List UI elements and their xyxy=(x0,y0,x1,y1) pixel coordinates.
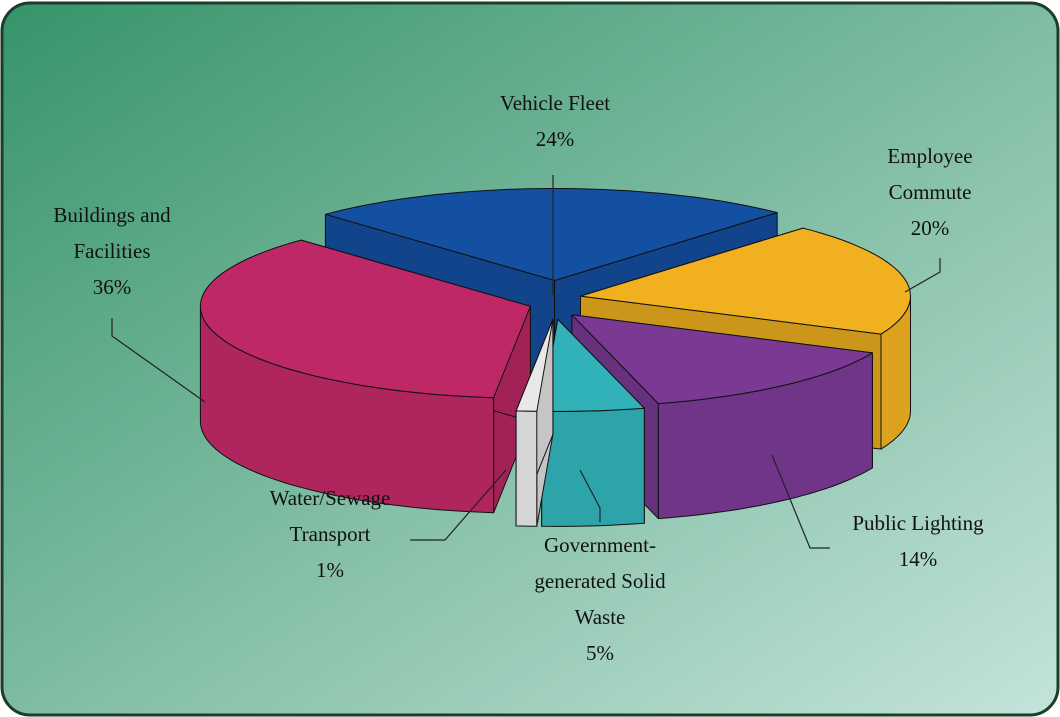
slice-top xyxy=(580,227,911,335)
category-label: Buildings and Facilities xyxy=(53,203,171,263)
labels: Vehicle Fleet 24% Employee Commute 20% Public… xyxy=(53,91,984,665)
category-label: Water/Sewage Transport xyxy=(270,486,391,546)
value-label: 14% xyxy=(899,547,938,571)
leader-line xyxy=(410,469,507,541)
leader-line xyxy=(111,318,206,403)
slice-top xyxy=(515,318,554,412)
value-label: 24% xyxy=(536,127,575,151)
leader-line xyxy=(904,258,941,293)
leader-line xyxy=(579,469,601,522)
slice-wall xyxy=(515,410,538,527)
value-label: 36% xyxy=(93,275,132,299)
value-label: 1% xyxy=(316,558,344,582)
category-label: Government-generated Solid Waste xyxy=(534,533,666,629)
category-label: Employee Commute xyxy=(887,144,972,204)
slice-wall xyxy=(541,407,645,527)
value-label: 20% xyxy=(911,216,950,240)
leader-line xyxy=(771,454,830,549)
pie xyxy=(199,188,911,527)
slice-top xyxy=(571,314,873,405)
slice-top xyxy=(199,239,531,399)
value-label: 5% xyxy=(586,641,614,665)
category-label: Public Lighting xyxy=(852,511,984,535)
slice-top xyxy=(324,188,778,281)
category-label: Vehicle Fleet xyxy=(500,91,610,115)
